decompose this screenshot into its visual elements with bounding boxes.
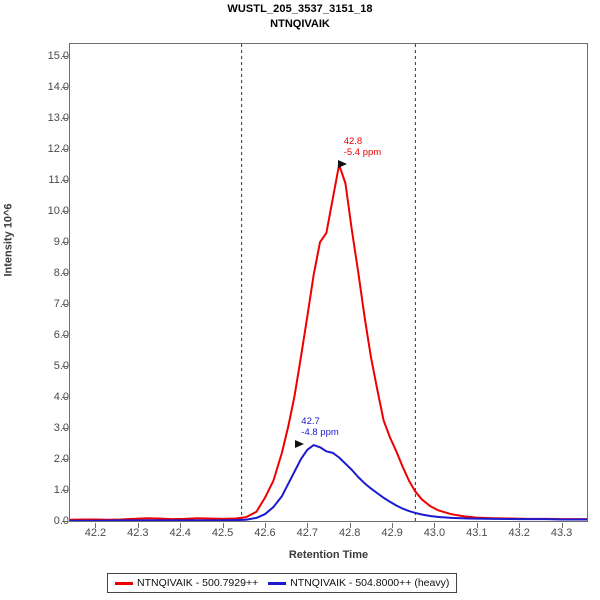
peak-apex-arrow-icon — [337, 159, 347, 168]
x-tick-label: 42.5 — [211, 527, 234, 539]
legend-color-swatch — [268, 581, 287, 585]
y-tick-mark — [62, 366, 68, 368]
y-tick-mark — [62, 490, 68, 492]
y-tick-mark — [62, 56, 68, 58]
x-tick-mark — [476, 523, 478, 528]
y-tick-mark — [62, 459, 68, 461]
x-tick-label: 43.2 — [508, 527, 530, 539]
x-tick-mark — [434, 523, 436, 528]
y-tick-mark — [62, 242, 68, 244]
x-tick-label: 42.2 — [84, 527, 107, 539]
x-tick-label: 43.0 — [423, 527, 446, 539]
y-tick-mark — [62, 87, 68, 89]
x-tick-mark — [180, 523, 182, 528]
y-tick-mark — [62, 521, 68, 522]
x-tick-mark — [307, 523, 309, 528]
y-axis-ticks: 0.0 1.0 2.0 3.0 4.0 5.0 6.0 7.0 8.0 9.0 10.0 11.0 12… — [0, 0, 69, 600]
x-tick-label: 42.9 — [381, 527, 403, 539]
x-tick-mark — [95, 523, 97, 528]
y-tick-label: 7.0 — [53, 298, 69, 311]
y-tick-mark — [62, 211, 68, 213]
legend-color-swatch — [115, 581, 133, 585]
y-tick-label: 15.0 — [47, 50, 69, 63]
peak-mass-error-label: -4.8 ppm — [301, 427, 339, 439]
plot-area[interactable] — [69, 43, 588, 522]
legend-label: NTNQIVAIK - 500.7929++ — [137, 577, 259, 589]
peak-annotation: 42.8 -5.4 ppm — [344, 136, 382, 158]
legend-label: NTNQIVAIK - 504.8000++ (heavy) — [290, 577, 450, 589]
y-tick-mark — [62, 428, 68, 430]
y-tick-label: 2.0 — [53, 453, 69, 466]
peptide-sequence-subtitle: NTNQIVAIK — [270, 18, 330, 30]
chromatogram-trace[interactable] — [70, 163, 587, 521]
y-tick-label: 5.0 — [53, 360, 69, 373]
x-tick-mark — [222, 523, 224, 528]
x-tick-mark — [349, 523, 351, 528]
y-tick-label: 4.0 — [53, 391, 69, 404]
x-tick-label: 42.3 — [127, 527, 149, 539]
x-tick-label: 43.1 — [466, 527, 488, 539]
x-tick-mark — [392, 523, 394, 528]
x-tick-label: 42.7 — [296, 527, 318, 539]
x-tick-label: 42.6 — [254, 527, 276, 539]
y-tick-label: 9.0 — [53, 236, 69, 249]
x-tick-mark — [561, 523, 563, 528]
y-tick-label: 6.0 — [53, 329, 69, 342]
y-tick-mark — [62, 118, 68, 120]
x-axis-label: Retention Time — [288, 549, 369, 561]
x-tick-label: 42.8 — [338, 527, 361, 539]
y-tick-label: 3.0 — [53, 422, 69, 435]
y-tick-label: 0.0 — [53, 515, 69, 527]
x-tick-mark — [519, 523, 521, 528]
peak-mass-error-label: -5.4 ppm — [343, 146, 382, 158]
x-tick-mark — [137, 523, 139, 528]
y-tick-label: 8.0 — [53, 267, 69, 280]
y-tick-label: 13.0 — [47, 112, 69, 125]
chromatogram-trace[interactable] — [70, 444, 587, 521]
peak-retention-time-label: 42.7 — [301, 416, 320, 428]
peak-annotation: 42.7 -4.8 ppm — [301, 416, 339, 438]
y-tick-label: 11.0 — [48, 174, 69, 187]
peak-retention-time-label: 42.8 — [343, 135, 363, 147]
y-tick-mark — [62, 273, 68, 275]
y-tick-mark — [62, 335, 68, 337]
y-tick-mark — [62, 180, 68, 182]
y-tick-mark — [62, 304, 68, 306]
y-tick-label: 12.0 — [47, 143, 69, 156]
legend-entry[interactable]: NTNQIVAIK - 500.7929++ — [115, 577, 258, 589]
y-tick-mark — [62, 397, 68, 399]
x-tick-label: 42.4 — [169, 527, 191, 539]
x-tick-mark — [264, 523, 266, 528]
y-tick-mark — [62, 149, 68, 151]
page-title: WUSTL_205_3537_3151_18 — [227, 3, 373, 15]
y-tick-label: 14.0 — [47, 81, 69, 94]
y-tick-label: 10.0 — [47, 205, 69, 218]
x-tick-label: 43.3 — [550, 527, 573, 539]
y-tick-label: 1.0 — [53, 484, 69, 497]
peak-apex-arrow-icon — [295, 440, 305, 449]
legend: NTNQIVAIK - 500.7929++ NTNQIVAIK - 504.80… — [107, 573, 458, 593]
legend-entry[interactable]: NTNQIVAIK - 504.8000++ (heavy) — [268, 577, 449, 589]
chromatogram-svg — [70, 44, 587, 521]
